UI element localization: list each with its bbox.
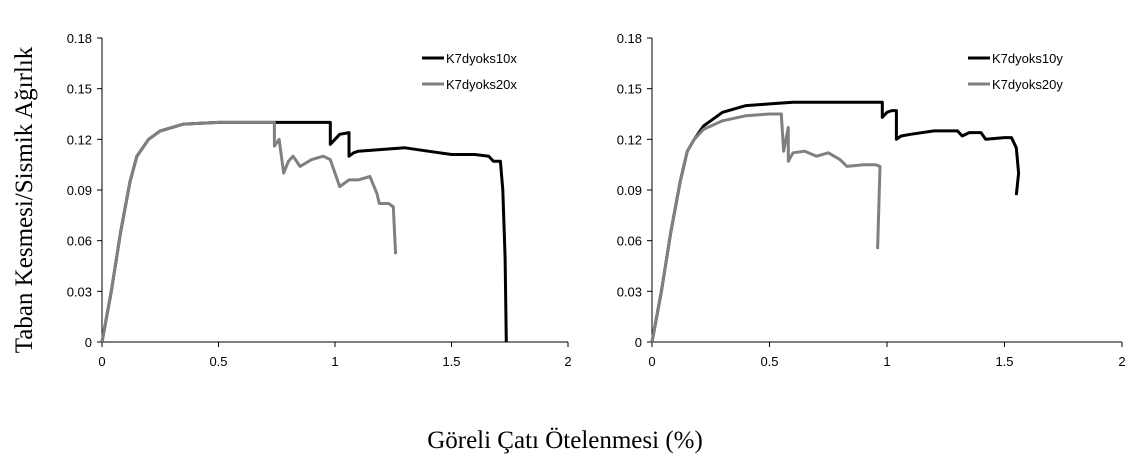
y-tick-label: 0 [85, 335, 92, 350]
y-tick-label: 0.12 [617, 132, 642, 147]
y-tick-label: 0.03 [67, 284, 92, 299]
series-line-K7dyoks20y [650, 112, 882, 343]
y-axis-title: Taban Kesmesi/Sismik Ağırlık [11, 46, 38, 353]
series-line-K7dyoks10x [100, 120, 508, 343]
series-line-K7dyoks10y [650, 100, 1021, 343]
y-tick-label: 0.15 [67, 82, 92, 97]
x-tick-label: 1 [331, 354, 338, 369]
x-tick-label: 1.5 [995, 354, 1013, 369]
y-tick-label: 0.15 [617, 82, 642, 97]
series-line-K7dyoks20x [100, 120, 398, 343]
legend-label: K7dyoks10x [446, 51, 517, 66]
y-tick-label: 0.12 [67, 132, 92, 147]
x-tick-label: 0.5 [209, 354, 227, 369]
legend-label: K7dyoks20x [446, 77, 517, 92]
x-tick-label: 0 [98, 354, 105, 369]
x-tick-label: 2 [1118, 354, 1125, 369]
chart-right: 0 0.03 0.06 0.09 0.12 0.15 0.18 0 0.5 1 1.5 2 K7dyok… [617, 31, 1126, 369]
x-tick-label: 0.5 [760, 354, 778, 369]
y-tick-label: 0.06 [67, 234, 92, 249]
chart-left: 0 0.03 0.06 0.09 0.12 0.15 0.18 0 0.5 1 1.5 2 K7dyok… [67, 31, 572, 369]
y-tick-label: 0.03 [617, 284, 642, 299]
y-tick-label: 0.18 [617, 31, 642, 46]
x-axis-title: Göreli Çatı Ötelenmesi (%) [427, 427, 703, 454]
x-tick-label: 0 [648, 354, 655, 369]
legend-label: K7dyoks20y [992, 77, 1063, 92]
legend-label: K7dyoks10y [992, 51, 1063, 66]
x-tick-label: 2 [564, 354, 571, 369]
y-tick-label: 0.18 [67, 31, 92, 46]
x-tick-label: 1.5 [442, 354, 460, 369]
y-tick-label: 0 [635, 335, 642, 350]
y-tick-label: 0.09 [67, 183, 92, 198]
y-tick-label: 0.06 [617, 234, 642, 249]
y-tick-label: 0.09 [617, 183, 642, 198]
x-tick-label: 1 [883, 354, 890, 369]
